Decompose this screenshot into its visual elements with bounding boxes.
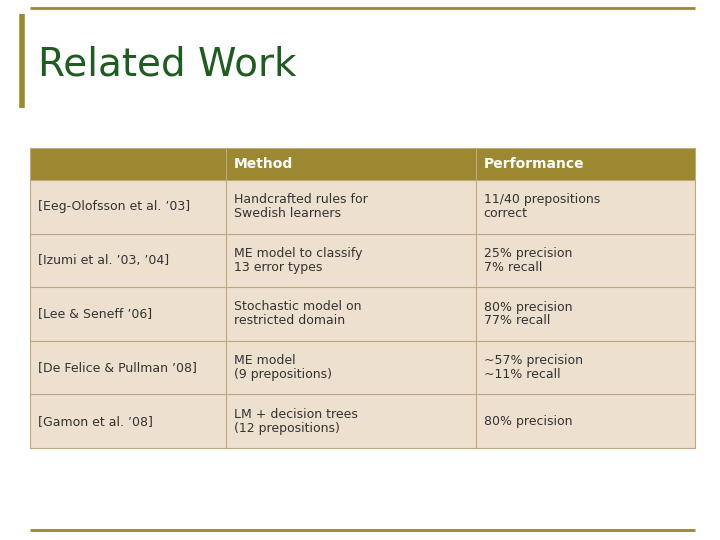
Text: 25% precision: 25% precision xyxy=(484,247,572,260)
Text: 80% precision: 80% precision xyxy=(484,415,572,428)
Text: Swedish learners: Swedish learners xyxy=(234,207,341,220)
Text: Stochastic model on: Stochastic model on xyxy=(234,300,361,314)
Text: Related Work: Related Work xyxy=(38,46,297,84)
Text: ~11% recall: ~11% recall xyxy=(484,368,560,381)
Text: restricted domain: restricted domain xyxy=(234,314,346,327)
Text: 80% precision: 80% precision xyxy=(484,300,572,314)
Bar xyxy=(30,234,226,287)
Bar xyxy=(226,234,475,287)
Text: 77% recall: 77% recall xyxy=(484,314,550,327)
Text: [Izumi et al. ’03, ’04]: [Izumi et al. ’03, ’04] xyxy=(38,254,169,267)
Text: Method: Method xyxy=(234,157,294,171)
Bar xyxy=(226,341,475,394)
Bar xyxy=(30,341,226,394)
Text: [Lee & Seneff ’06]: [Lee & Seneff ’06] xyxy=(38,307,152,321)
Text: (12 prepositions): (12 prepositions) xyxy=(234,422,340,435)
Text: (9 prepositions): (9 prepositions) xyxy=(234,368,332,381)
Bar xyxy=(226,148,475,180)
Bar xyxy=(226,394,475,448)
Text: ~57% precision: ~57% precision xyxy=(484,354,582,367)
Bar xyxy=(30,394,226,448)
Text: correct: correct xyxy=(484,207,528,220)
Text: [De Felice & Pullman ’08]: [De Felice & Pullman ’08] xyxy=(38,361,197,374)
Bar xyxy=(475,148,695,180)
Text: [Eeg-Olofsson et al. ’03]: [Eeg-Olofsson et al. ’03] xyxy=(38,200,190,213)
Bar xyxy=(475,234,695,287)
Text: 13 error types: 13 error types xyxy=(234,261,323,274)
Bar xyxy=(226,180,475,234)
Bar xyxy=(475,394,695,448)
Text: Performance: Performance xyxy=(484,157,584,171)
Text: LM + decision trees: LM + decision trees xyxy=(234,408,358,421)
Bar xyxy=(475,180,695,234)
Text: [Gamon et al. ’08]: [Gamon et al. ’08] xyxy=(38,415,153,428)
Bar xyxy=(475,287,695,341)
Bar xyxy=(226,287,475,341)
Text: 7% recall: 7% recall xyxy=(484,261,542,274)
Text: 11/40 prepositions: 11/40 prepositions xyxy=(484,193,600,206)
Text: ME model to classify: ME model to classify xyxy=(234,247,363,260)
Bar xyxy=(30,148,226,180)
Text: ME model: ME model xyxy=(234,354,296,367)
Bar xyxy=(30,180,226,234)
Text: Handcrafted rules for: Handcrafted rules for xyxy=(234,193,368,206)
Bar xyxy=(30,287,226,341)
Bar xyxy=(475,341,695,394)
